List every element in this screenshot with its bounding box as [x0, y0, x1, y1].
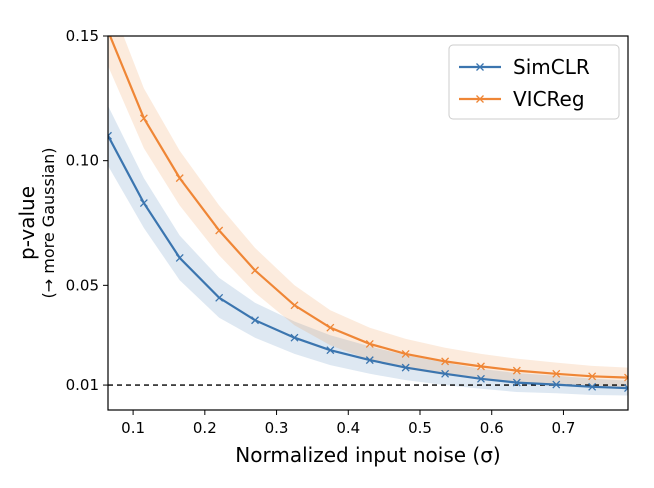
vicreg-point: [290, 301, 299, 310]
vicreg-point: [139, 114, 148, 123]
series-markers: [105, 28, 628, 393]
vicreg-point: [105, 28, 112, 35]
simclr-point: [477, 374, 485, 383]
legend-marker-simclr: [476, 63, 484, 71]
simclr-point: [139, 199, 148, 208]
vicreg-point: [215, 226, 224, 235]
x-tick-label: 0.4: [336, 419, 360, 437]
legend-box: [448, 44, 620, 120]
vicreg-point: [401, 349, 410, 358]
simclr-point: [441, 369, 450, 378]
simclr-point: [365, 356, 374, 365]
x-tick-label: 0.1: [121, 419, 145, 437]
vicreg-point: [441, 357, 450, 366]
y-axis-label: p-value: [15, 186, 39, 260]
simclr-point: [588, 382, 597, 391]
vicreg-point: [624, 373, 628, 382]
legend-marker-vicreg: [476, 95, 484, 103]
y-tick-label: 0.01: [66, 376, 99, 394]
simclr-point: [624, 384, 628, 393]
y-tick-label: 0.15: [66, 27, 99, 45]
simclr-confidence-band: [108, 105, 628, 396]
vicreg-point: [326, 323, 335, 332]
x-tick-label: 0.3: [265, 419, 289, 437]
y-axis-ticks: 0.01 0.05 0.10 0.15: [66, 27, 108, 394]
x-axis-label: Normalized input noise (σ): [235, 443, 500, 467]
simclr-point: [290, 333, 299, 342]
x-axis-ticks: 0.1 0.2 0.3 0.4 0.5 0.6 0.7: [121, 410, 575, 437]
vicreg-confidence-band: [108, 36, 628, 388]
vicreg-point: [175, 174, 184, 183]
legend: SimCLR VICReg: [448, 44, 620, 120]
y-axis-sublabel: (→ more Gaussian): [39, 148, 58, 299]
simclr-point: [251, 316, 259, 325]
legend-label-simclr: SimCLR: [513, 55, 590, 79]
vicreg-point: [512, 366, 521, 375]
vicreg-point: [477, 362, 485, 371]
x-tick-label: 0.2: [193, 419, 217, 437]
x-tick-label: 0.5: [408, 419, 432, 437]
simclr-point: [175, 253, 184, 262]
vicreg-point: [552, 369, 561, 378]
simclr-point: [552, 380, 561, 389]
simclr-point: [401, 363, 410, 372]
vicreg-point: [588, 372, 597, 381]
vicreg-point: [365, 339, 374, 348]
x-tick-label: 0.6: [480, 419, 504, 437]
vicreg-point: [251, 266, 259, 275]
simclr-point: [108, 131, 112, 140]
confidence-bands: [108, 36, 628, 396]
x-tick-label: 0.7: [552, 419, 576, 437]
y-tick-label: 0.10: [66, 152, 99, 170]
simclr-point: [215, 293, 224, 302]
legend-label-vicreg: VICReg: [513, 87, 585, 111]
plot-frame: [107, 35, 629, 411]
simclr-point: [326, 346, 335, 355]
simclr-point: [512, 378, 521, 387]
y-tick-label: 0.05: [66, 276, 99, 294]
